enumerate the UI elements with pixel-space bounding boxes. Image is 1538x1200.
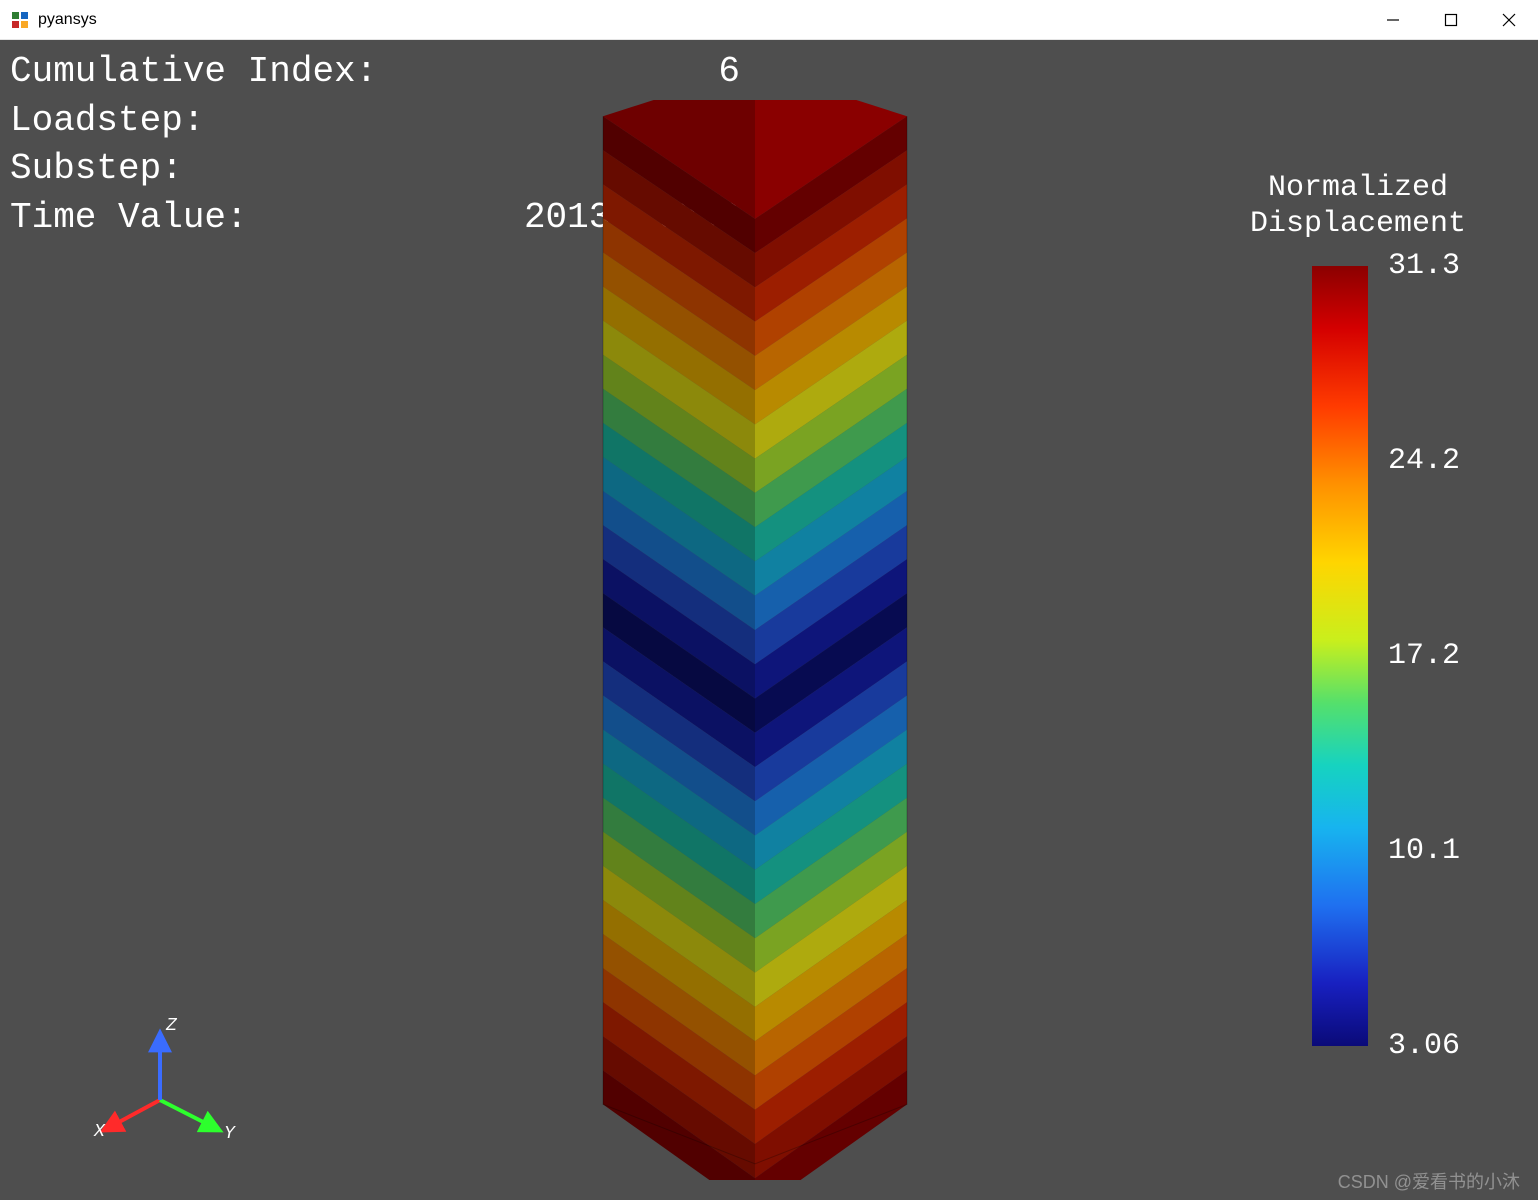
axis-x-label: X [93, 1122, 106, 1142]
axis-y-label: Y [224, 1124, 236, 1144]
colorbar-title: Normalized Displacement [1228, 170, 1488, 242]
info-label: Loadstep: [10, 97, 440, 146]
colorbar-tick: 31.3 [1388, 249, 1460, 283]
window-title: pyansys [38, 11, 97, 29]
watermark: CSDN @爱看书的小沐 [1338, 1168, 1520, 1194]
colorbar: Normalized Displacement 31.3 24.2 17.2 10.1… [1228, 170, 1488, 1046]
render-viewport[interactable]: Cumulative Index:6Loadstep:1Substep:6Tim… [0, 40, 1538, 1200]
axis-z-label: Z [165, 1016, 178, 1036]
beam-mesh [555, 100, 955, 1180]
window-titlebar: pyansys [0, 0, 1538, 40]
colorbar-gradient [1312, 266, 1368, 1046]
window-controls [1364, 0, 1538, 39]
colorbar-tick: 3.06 [1388, 1029, 1460, 1063]
app-icon [10, 10, 30, 30]
colorbar-tick: 17.2 [1388, 639, 1460, 673]
info-label: Cumulative Index: [10, 48, 440, 97]
info-row: Cumulative Index:6 [10, 48, 740, 97]
info-label: Substep: [10, 145, 440, 194]
colorbar-ticks: 31.324.217.210.13.06 [1368, 266, 1488, 1046]
info-value: 6 [440, 48, 740, 97]
colorbar-tick: 24.2 [1388, 444, 1460, 478]
colorbar-tick: 10.1 [1388, 834, 1460, 868]
axis-x-icon [108, 1100, 160, 1128]
minimize-button[interactable] [1364, 0, 1422, 39]
axis-y-icon [160, 1100, 215, 1128]
info-label: Time Value: [10, 194, 440, 243]
maximize-button[interactable] [1422, 0, 1480, 39]
close-button[interactable] [1480, 0, 1538, 39]
axis-triad: X Y Z [80, 990, 240, 1150]
